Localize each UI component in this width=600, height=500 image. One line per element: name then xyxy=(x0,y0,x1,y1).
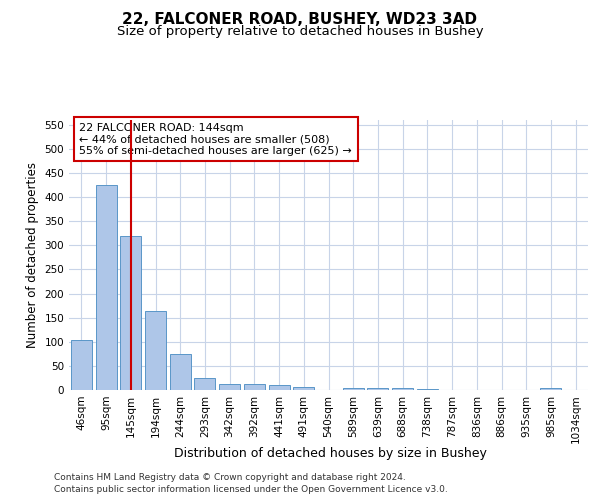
Bar xyxy=(293,387,314,390)
Text: Distribution of detached houses by size in Bushey: Distribution of detached houses by size … xyxy=(173,448,487,460)
Text: 22, FALCONER ROAD, BUSHEY, WD23 3AD: 22, FALCONER ROAD, BUSHEY, WD23 3AD xyxy=(122,12,478,28)
Text: 22 FALCONER ROAD: 144sqm
← 44% of detached houses are smaller (508)
55% of semi-: 22 FALCONER ROAD: 144sqm ← 44% of detach… xyxy=(79,122,352,156)
Bar xyxy=(244,384,265,390)
Bar xyxy=(145,312,166,390)
Bar xyxy=(194,378,215,390)
Bar xyxy=(343,388,364,390)
Bar xyxy=(71,340,92,390)
Bar xyxy=(170,354,191,390)
Bar xyxy=(367,388,388,390)
Bar xyxy=(269,385,290,390)
Text: Contains HM Land Registry data © Crown copyright and database right 2024.: Contains HM Land Registry data © Crown c… xyxy=(54,472,406,482)
Bar xyxy=(219,384,240,390)
Bar xyxy=(120,236,141,390)
Bar xyxy=(95,185,116,390)
Bar xyxy=(541,388,562,390)
Y-axis label: Number of detached properties: Number of detached properties xyxy=(26,162,39,348)
Bar xyxy=(392,388,413,390)
Text: Size of property relative to detached houses in Bushey: Size of property relative to detached ho… xyxy=(116,25,484,38)
Text: Contains public sector information licensed under the Open Government Licence v3: Contains public sector information licen… xyxy=(54,485,448,494)
Bar xyxy=(417,389,438,390)
